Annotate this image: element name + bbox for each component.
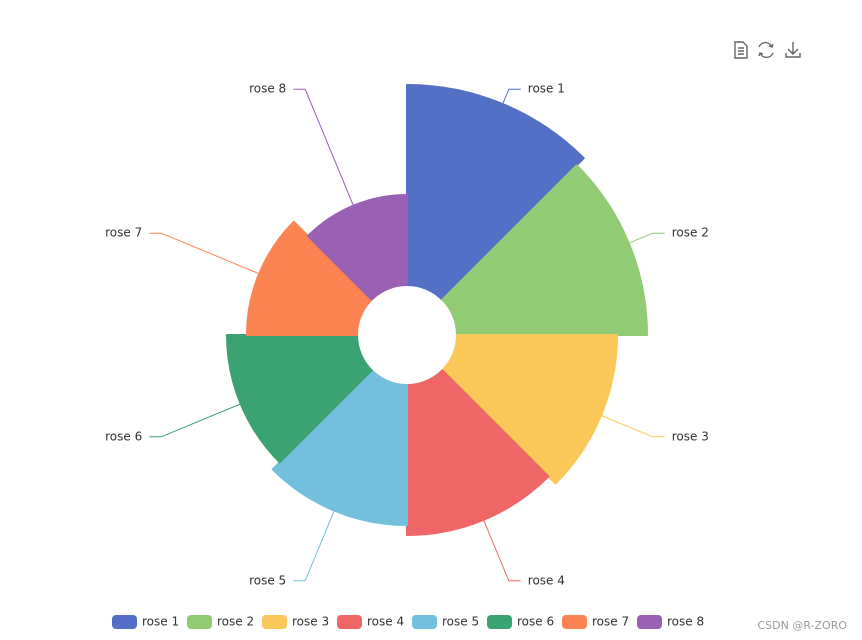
slice-label: rose 8 (249, 82, 286, 96)
legend-item[interactable]: rose 6 (487, 615, 554, 630)
label-line (600, 414, 665, 438)
legend-swatch (112, 615, 137, 629)
legend-swatch (187, 615, 212, 629)
legend-item[interactable]: rose 3 (262, 615, 329, 630)
label-line (149, 403, 241, 438)
label-line (483, 519, 521, 582)
legend-swatch (337, 615, 362, 629)
label-line (628, 232, 665, 244)
rose-sector (271, 369, 408, 526)
slice-label: rose 5 (249, 573, 286, 587)
slice-label: rose 1 (528, 82, 565, 96)
rose-sector (441, 164, 648, 336)
legend-label: rose 6 (517, 615, 554, 629)
legend-swatch (262, 615, 287, 629)
label-line (293, 88, 354, 206)
slice-label: rose 4 (528, 573, 565, 587)
legend-item[interactable]: rose 2 (187, 615, 254, 630)
legend-item[interactable]: rose 1 (112, 615, 179, 630)
rose-sector (406, 84, 585, 301)
rose-sector (441, 334, 618, 485)
save-image-button[interactable] (785, 42, 801, 58)
legend-swatch (487, 615, 512, 629)
rose-sector (226, 334, 373, 464)
legend-item[interactable]: rose 5 (412, 615, 479, 630)
legend-label: rose 4 (367, 615, 404, 629)
legend-item[interactable]: rose 8 (637, 615, 704, 630)
legend-item[interactable]: rose 4 (337, 615, 404, 630)
rose-sector (406, 369, 550, 536)
rose-sector (246, 220, 373, 336)
legend-label: rose 3 (292, 615, 329, 629)
legend-label: rose 1 (142, 615, 179, 629)
legend-label: rose 5 (442, 615, 479, 629)
slice-label: rose 2 (672, 226, 709, 240)
legend-swatch (562, 615, 587, 629)
legend-label: rose 8 (667, 615, 704, 629)
slice-label: rose 6 (105, 429, 142, 443)
slice-label: rose 7 (105, 226, 142, 240)
legend-label: rose 7 (592, 615, 629, 629)
legend-item[interactable]: rose 7 (562, 615, 629, 630)
legend-label: rose 2 (217, 615, 254, 629)
restore-button[interactable] (758, 41, 774, 59)
legend-swatch (637, 615, 662, 629)
watermark: CSDN @R-ZORO (757, 619, 847, 632)
toolbox (734, 41, 801, 59)
rose-sector (307, 194, 408, 301)
data-view-button[interactable] (734, 41, 748, 59)
slice-label: rose 3 (672, 429, 709, 443)
legend-swatch (412, 615, 437, 629)
legend: rose 1 rose 2 rose 3 rose 4 rose 5 rose 6 rose… (112, 615, 704, 630)
label-line (502, 88, 521, 105)
label-line (293, 510, 335, 582)
label-line (149, 232, 260, 275)
